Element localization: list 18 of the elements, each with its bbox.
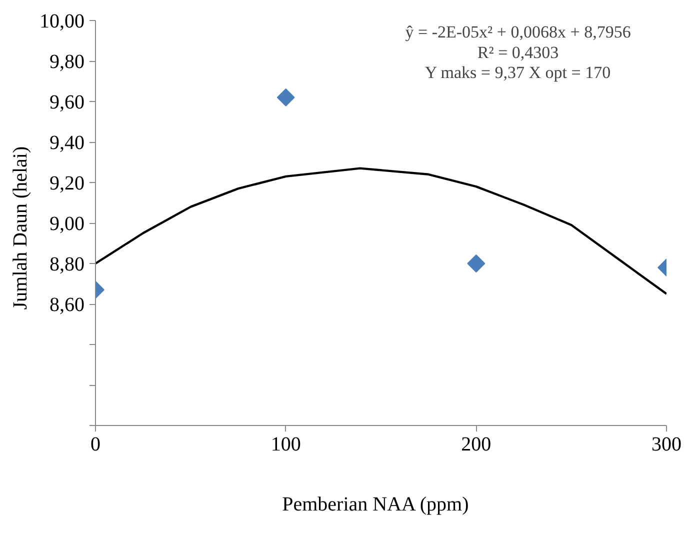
annotation: Y maks = 9,37 X opt = 170	[424, 63, 611, 82]
annotation: R² = 0,4303	[477, 42, 559, 62]
line-series	[96, 167, 666, 295]
annotation: ŷ = -2E-05x² + 0,0068x + 8,7956	[405, 22, 631, 42]
y-tick-label: 9,40	[50, 132, 84, 154]
y-tick-label: 9,00	[50, 213, 84, 235]
x-tick-label: 300	[652, 434, 682, 456]
y-tick-label: 10,00	[40, 10, 84, 32]
y-axis-title: Jumlah Daun (helai)	[10, 146, 32, 310]
y-tick-label: 8,80	[50, 254, 84, 276]
x-tick-label: 200	[461, 434, 492, 456]
x-tick-label: 100	[270, 434, 301, 456]
y-tick-label: 9,60	[50, 92, 84, 114]
y-tick-label: 9,80	[50, 51, 84, 73]
x-tick-label: 0	[90, 434, 100, 456]
y-tick-label: 9,20	[50, 172, 84, 194]
y-tick-label: 8,60	[50, 294, 84, 316]
x-axis-title: Pemberian NAA (ppm)	[282, 494, 469, 516]
